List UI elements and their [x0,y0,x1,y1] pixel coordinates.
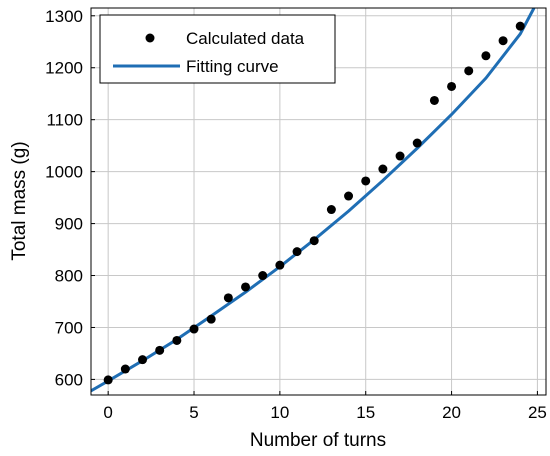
calculated-data-point [309,236,319,246]
calculated-data-point [138,355,148,365]
y-axis-label: Total mass (g) [9,141,30,260]
y-tick-label: 800 [55,267,83,286]
x-tick-label: 5 [189,403,198,422]
calculated-data-point [103,375,113,385]
calculated-data-point [326,205,336,215]
legend-box [99,14,336,84]
y-tick-label: 900 [55,215,83,234]
y-tick-label: 600 [55,370,83,389]
x-tick-labels: 0 5 10 15 20 25 [103,403,546,422]
calculated-data-point [412,138,422,148]
x-tick-label: 25 [528,403,547,422]
calculated-data-point [223,293,233,303]
calculated-data-point [258,271,268,281]
x-tick-label: 0 [103,403,112,422]
y-tick-label: 1300 [45,7,83,26]
calculated-data-point [395,151,405,161]
calculated-data-point [172,335,182,345]
calculated-data-point [120,364,130,374]
x-tick-label: 20 [442,403,461,422]
legend: Calculated data Fitting curve [99,14,336,84]
series-layer [91,8,536,393]
calculated-data-point [189,324,199,334]
calculated-data-point [515,21,525,31]
y-tick-label: 1100 [46,111,83,130]
calculated-data-point [429,95,439,105]
calculated-data-point [241,282,251,292]
calculated-data-point [155,345,165,355]
calculated-data-point [464,66,474,76]
calculated-data-point [206,314,216,324]
legend-label-fitting-curve: Fitting curve [186,57,279,76]
legend-label-calculated-data: Calculated data [186,29,305,48]
x-tick-label: 10 [270,403,289,422]
calculated-data-point [275,260,285,270]
y-tick-labels: 600 700 800 900 1000 1100 1200 1300 [45,7,83,390]
calculated-data-point [378,164,388,174]
calculated-data-point [481,51,491,61]
y-tick-label: 1000 [45,163,83,182]
plot-frame [90,7,547,396]
y-tick-label: 700 [55,318,83,337]
calculated-data-point [498,36,508,46]
calculated-data-point [344,191,354,201]
x-axis-label: Number of turns [250,430,386,451]
calculated-data-point [447,81,457,91]
y-tick-label: 1200 [45,59,83,78]
calculated-data-point [361,176,371,186]
calculated-data-point [292,247,302,257]
x-tick-label: 15 [356,403,375,422]
legend-marker-calculated-data [145,33,155,43]
